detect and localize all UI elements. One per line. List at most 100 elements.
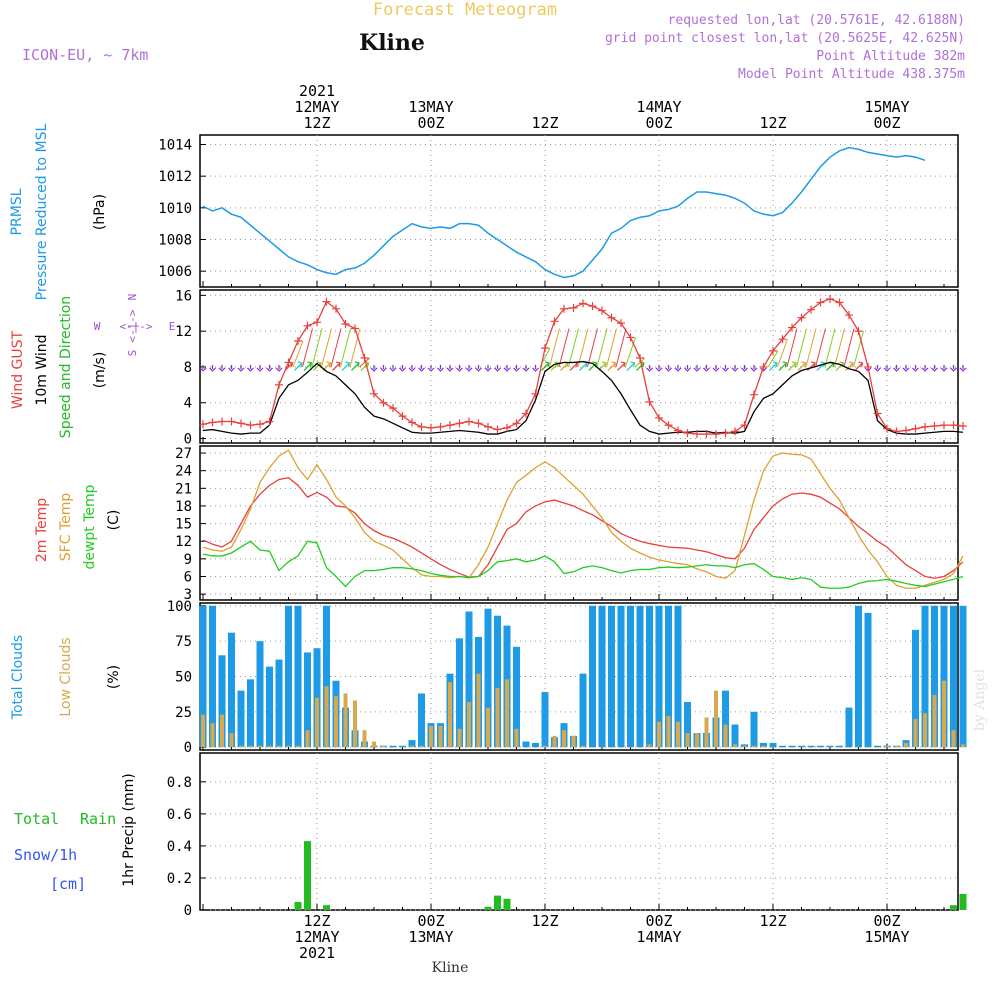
low-clouds-bar [277,745,281,748]
total-clouds-bar [209,605,216,748]
wind-gust-marker [750,390,758,399]
total-clouds-bar [684,701,691,748]
wind-gust-marker [617,319,625,328]
low-clouds-bar [486,707,490,748]
wind-gust-marker [816,298,825,307]
clouds-ytick-label: 25 [175,705,192,721]
wind-direction-arrowhead [902,367,910,372]
total-clouds-bar [950,605,957,748]
low-clouds-label: Low Clouds [58,637,74,716]
temperature-ytick-label: 6 [184,569,192,585]
wind-direction-arrowhead [326,361,332,368]
wind-hatch [587,328,598,368]
wind-direction-arrowhead [297,361,303,368]
wind-direction-arrow [351,362,359,371]
total-clouds-bar [389,745,397,748]
wind-direction-arrowhead [503,367,511,372]
time-axis-label: 00Z [873,114,900,132]
wind-direction-arrow [845,362,853,371]
wind-side-label: Wind GUST 10m Wind Speed and Direction (… [10,296,108,438]
wind-gust-marker [360,354,369,362]
wind-direction-arrowhead [931,367,938,372]
pressure-ytick-label: 1006 [158,264,192,280]
wind-direction-arrow [303,362,312,371]
low-clouds-bar [790,747,794,748]
wind-direction-arrowhead [950,367,957,372]
wind-direction-arrowhead [712,367,720,372]
wind-direction-arrow [313,362,321,371]
time-axis-label: 00Z [417,912,444,930]
low-clouds-bar [362,730,367,748]
temperature-ytick-label: 18 [175,499,192,515]
total-clouds-bar [655,605,663,748]
wind-gust-marker [911,424,920,433]
wind-hatch [767,350,779,368]
wind-gust-marker [892,427,901,436]
wind-direction-arrowhead [801,361,807,368]
total-clouds-bar [921,605,929,748]
pressure-ytick-label: 1012 [158,169,192,185]
wind-direction-arrowhead [427,367,435,372]
temperature-frame [199,445,959,601]
low-clouds-bar [742,745,747,748]
wind-direction-arrowhead [228,367,235,372]
wind-gust-marker [512,419,521,428]
clouds-ytick-label: 50 [175,670,192,686]
wind-direction-arrow [797,362,806,371]
wind-direction-arrowhead [522,367,530,372]
low-clouds-bar [476,673,481,748]
wind-direction-arrow [607,362,616,371]
compass-w: W [94,320,101,333]
total-clouds-bar [456,638,463,748]
wind-gust-marker [588,302,597,311]
time-axis-label: 12MAY [294,98,339,116]
low-clouds-bar [761,745,766,748]
wind-direction-arrowhead [437,367,444,372]
time-axis-label: 00Z [873,912,900,930]
low-clouds-bar [809,747,813,748]
legend-snow-unit: [cm] [50,875,86,893]
low-clouds-bar [505,679,509,748]
panel-clouds: 0 25 50 75 100 [167,599,967,756]
wind-gust-marker [436,422,445,431]
wind-hatch [796,328,807,368]
low-clouds-bar [248,745,253,748]
wind-gust-marker [740,421,749,430]
total-clouds-bar [817,745,824,748]
wind-direction-arrowhead [782,361,788,368]
wind-gust-marker [474,419,483,428]
clouds-ytick-label: 75 [175,634,192,650]
total-clouds-bar [494,615,501,748]
low-clouds-bar [837,747,842,748]
low-clouds-bar [533,747,538,748]
low-clouds-bar [609,747,614,748]
total-clouds-bar [247,679,254,748]
total-clouds-bar [218,655,226,748]
rain-bar [950,905,957,910]
wind-gust-marker [199,420,207,429]
total-clouds-bar [522,741,530,748]
wind-hatch [777,339,788,368]
wind-hatch [568,328,579,368]
wind-direction-arrow [294,362,302,371]
wind-gust-marker [930,422,939,430]
wind-direction-arrowhead [408,367,416,372]
wind-direction-arrowhead [275,367,283,372]
wind-gust-marker [417,422,426,431]
total-clouds-bar [266,666,273,748]
wind-direction-arrowhead [446,367,454,372]
wind-hatch [558,328,570,368]
precipitation-frame [199,752,959,911]
wind-hatch [853,331,864,368]
low-clouds-bar [324,686,329,748]
low-clouds-bar [410,745,414,748]
wind-gust-marker [873,409,882,418]
low-clouds-bar [856,747,861,748]
wind-direction-arrow [332,362,340,371]
wind-gust-marker [921,422,929,431]
wind-direction-arrowhead [858,361,864,368]
wind-gust-marker [313,318,321,327]
low-clouds-bar [590,747,595,748]
total-clouds-bar [750,711,758,748]
compass-n: N [126,294,139,301]
